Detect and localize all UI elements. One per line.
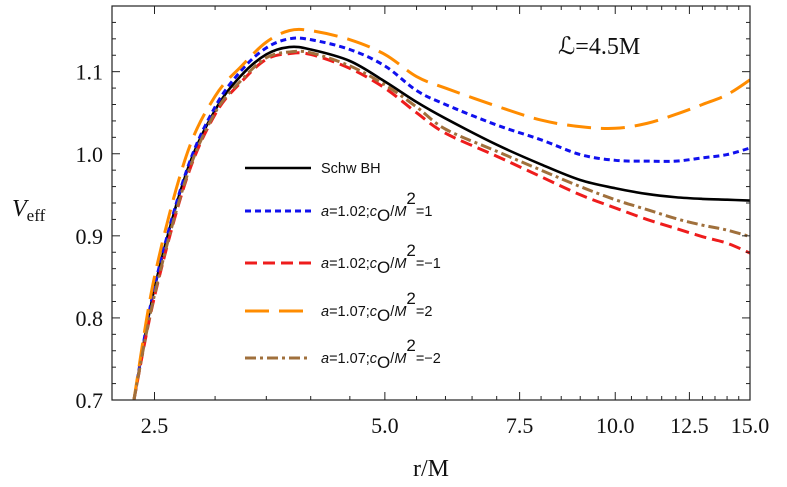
series-line-4	[132, 49, 750, 400]
x-tick-label: 10.0	[596, 413, 635, 438]
legend-label-part: a	[321, 351, 329, 367]
x-tick-label: 2.5	[141, 413, 169, 438]
legend-label-part: 2	[406, 189, 415, 208]
legend-label-part: Schw BH	[321, 161, 381, 177]
legend-item: a=1.07;cO/M2=2	[245, 289, 432, 325]
legend-item: Schw BH	[245, 161, 381, 177]
legend-label-part: M	[394, 204, 407, 220]
x-tick-label: 15.0	[731, 413, 770, 438]
legend-label-part: c	[370, 204, 378, 220]
x-tick-label: 7.5	[506, 413, 534, 438]
legend-label-part: a	[321, 256, 329, 272]
legend-item: a=1.02;cO/M2=1	[245, 189, 432, 225]
legend-label: Schw BH	[321, 161, 381, 177]
legend-label-part: 2	[406, 241, 415, 260]
legend-label-part: M	[394, 304, 407, 320]
legend-label-part: /	[390, 351, 395, 367]
legend-label-part: c	[370, 256, 378, 272]
legend-label-part: O	[377, 306, 390, 325]
y-tick-label: 0.8	[76, 306, 104, 331]
y-tick-label: 0.9	[76, 224, 104, 249]
legend-label-part: /	[390, 204, 395, 220]
y-axis-label: Veff	[12, 196, 46, 225]
x-tick-label: 12.5	[670, 413, 709, 438]
x-axis-label: r/M	[413, 456, 449, 482]
curves	[132, 27, 750, 400]
legend-label-part: M	[394, 256, 407, 272]
legend-item: a=1.07;cO/M2=−2	[245, 336, 441, 372]
legend-label-part: =1	[416, 204, 433, 220]
legend-label-part: =1.02;	[329, 204, 370, 220]
legend-label-part: =−2	[416, 351, 441, 367]
legend-label-part: =2	[416, 304, 433, 320]
legend-label-part: O	[377, 206, 390, 225]
legend-label-part: =1.07;	[329, 304, 370, 320]
legend-label-part: =1.07;	[329, 351, 370, 367]
series-line-2	[132, 51, 750, 400]
legend-label-part: =1.02;	[329, 256, 370, 272]
legend-label-part: =−1	[416, 256, 441, 272]
x-tick-label: 5.0	[371, 413, 399, 438]
legend-label-part: /	[390, 256, 395, 272]
legend-label: a=1.07;cO/M2=−2	[321, 336, 441, 372]
y-tick-label: 1.1	[76, 60, 104, 85]
plot-frame	[111, 5, 751, 401]
legend-label-part: O	[377, 258, 390, 277]
series-line-1	[132, 36, 750, 400]
legend-label: a=1.02;cO/M2=−1	[321, 241, 441, 277]
legend-label-part: /	[390, 304, 395, 320]
legend-label: a=1.02;cO/M2=1	[321, 189, 432, 225]
y-axis-label-main: V	[12, 196, 29, 222]
legend-label-part: 2	[406, 289, 415, 308]
legend-label-part: a	[321, 304, 329, 320]
legend-label-part: c	[370, 351, 378, 367]
legend-label-part: a	[321, 204, 329, 220]
legend-item: a=1.02;cO/M2=−1	[245, 241, 441, 277]
axis-ticks	[112, 5, 751, 401]
angular-momentum-annotation: ℒ=4.5M	[558, 34, 640, 60]
y-tick-labels: 0.7 0.8 0.9 1.0 1.1	[76, 60, 104, 413]
legend-label-part: O	[377, 353, 390, 372]
legend-label-part: 2	[406, 336, 415, 355]
legend-label-part: M	[394, 351, 407, 367]
series-line-3	[132, 27, 750, 400]
legend-label-part: c	[370, 304, 378, 320]
y-tick-label: 0.7	[76, 388, 104, 413]
y-tick-label: 1.0	[76, 142, 104, 167]
x-tick-labels: 2.5 5.0 7.5 10.0 12.5 15.0	[141, 413, 770, 438]
legend: Schw BHa=1.02;cO/M2=1a=1.02;cO/M2=−1a=1.…	[245, 161, 441, 372]
legend-label: a=1.07;cO/M2=2	[321, 289, 432, 325]
y-axis-label-sub: eff	[27, 206, 46, 225]
